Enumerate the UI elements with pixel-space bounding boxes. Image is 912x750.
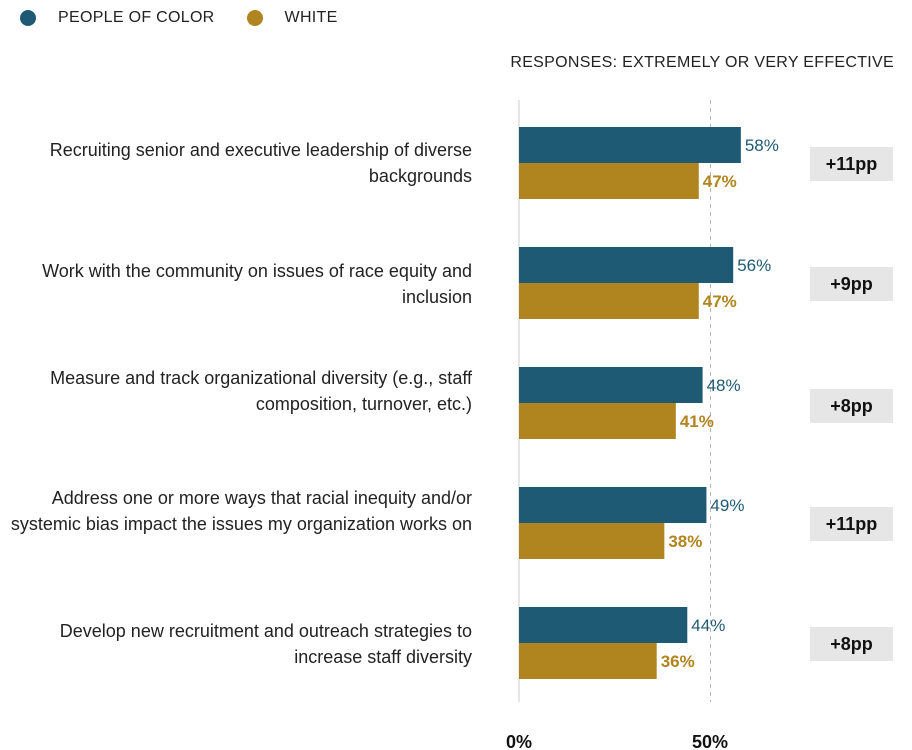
legend-item-people-of-color: PEOPLE OF COLOR [20,9,215,27]
chart-subtitle: RESPONSES: EXTREMELY OR VERY EFFECTIVE [510,54,894,71]
bar-white [519,403,676,439]
bar-people-of-color [519,247,734,283]
difference-badge: +8pp [810,389,893,423]
bar-people-of-color [519,127,741,163]
category-label: Measure and track organizational diversi… [50,368,472,414]
legend-label: WHITE [284,9,338,26]
data-label: 58% [745,136,779,155]
data-label: 36% [661,652,695,671]
data-label: 41% [680,412,714,431]
difference-badge: +11pp [810,507,893,541]
bar-people-of-color [519,607,688,643]
x-tick-label: 50% [692,732,728,750]
data-label: 47% [703,292,737,311]
data-label: 49% [710,496,744,515]
legend: PEOPLE OF COLOR WHITE [20,8,370,28]
legend-label: PEOPLE OF COLOR [58,9,215,26]
legend-swatch-people-of-color [20,10,36,26]
legend-item-white: WHITE [246,9,338,27]
data-label: 48% [707,376,741,395]
data-label: 56% [737,256,771,275]
data-label: 44% [691,616,725,635]
difference-badge: +9pp [810,267,893,301]
x-tick-label: 0% [506,732,532,750]
category-label: Develop new recruitment and outreach str… [59,621,472,667]
bar-white [519,523,665,559]
data-label: 38% [668,532,702,551]
difference-badge: +8pp [810,627,893,661]
bar-people-of-color [519,367,703,403]
bar-white [519,163,699,199]
bar-white [519,283,699,319]
legend-swatch-white [246,10,263,26]
category-label: Address one or more ways that racial ine… [10,488,472,534]
bar-people-of-color [519,487,707,523]
data-label: 47% [703,172,737,191]
bars-group: 58% 56% 48% 49% 44% 47% 47% 41% 38% 36% [519,127,779,679]
category-label: Work with the community on issues of rac… [42,261,472,307]
bar-white [519,643,657,679]
difference-badge: +11pp [810,147,893,181]
category-label: Recruiting senior and executive leadersh… [49,140,472,186]
